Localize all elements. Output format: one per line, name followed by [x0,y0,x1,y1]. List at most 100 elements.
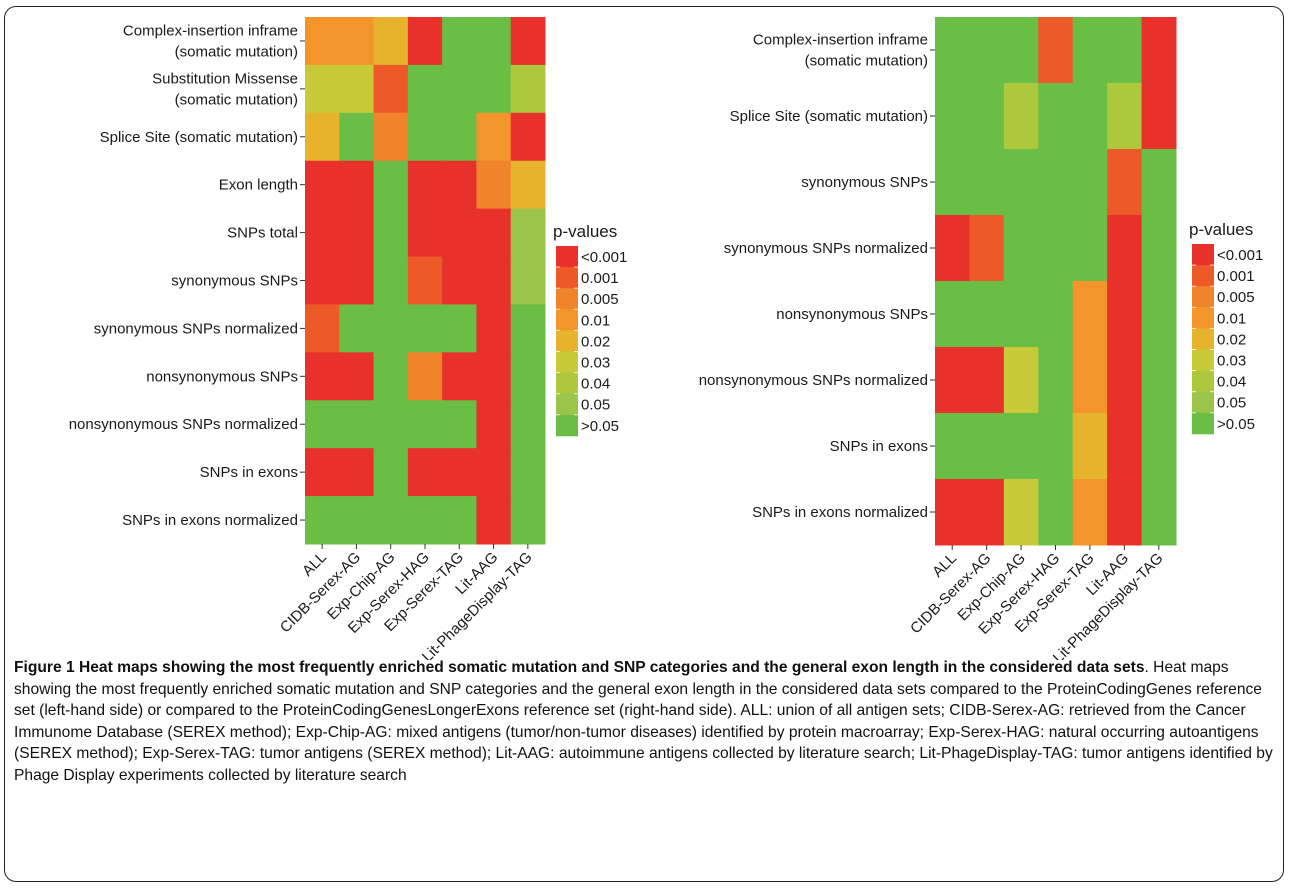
legend-label: 0.04 [1217,374,1246,391]
row-label: Splice Site (somatic mutation) [730,108,928,125]
heatmap-cell [407,64,443,114]
legend-swatch [556,393,578,416]
heatmap-cell [935,215,970,282]
heatmap-cell [442,64,477,114]
heatmap-cell [339,256,375,305]
heatmap-cell [1141,215,1177,282]
heatmap-2: Complex-insertion inframe (somatic mutati… [699,17,1263,660]
heatmap-cell [442,304,477,353]
heatmap-cell [1072,347,1108,414]
legend-label: 0.04 [581,376,610,393]
heatmap-cell [305,352,340,401]
heatmap-cell [442,256,477,305]
legend-label: 0.02 [1217,331,1246,348]
heatmap-cell [442,208,477,258]
heatmap-cell [1003,479,1039,546]
heatmap-cell [305,304,340,353]
legend-label: >0.05 [1217,416,1255,433]
legend-label: <0.001 [581,249,627,266]
heatmap-cell [442,496,477,545]
heatmap-cell [1107,83,1143,150]
heatmap-cell [305,400,340,449]
heatmap-cell [1107,413,1143,480]
heatmap-cell [373,208,409,258]
legend-label: 0.03 [1217,353,1246,370]
legend-swatch [1192,265,1214,287]
legend-swatch [556,246,578,268]
legend-swatch [556,309,578,331]
legend-label: 0.01 [1217,310,1246,327]
heatmap-cell [373,17,409,66]
heatmap-cell [935,83,970,150]
row-label: SNPs total [227,225,298,242]
heatmap-cell [1072,17,1108,84]
caption-text: . Heat maps showing the most frequently … [14,659,1273,784]
heatmap-cell [373,496,409,545]
legend-label: >0.05 [581,418,619,435]
legend-label: 0.05 [581,397,610,414]
heatmap-cell [969,215,1005,282]
heatmap-1: Complex-insertion inframe (somatic mutati… [69,17,627,660]
heatmap-cell [969,17,1005,84]
heatmap-cell [1072,149,1108,216]
heatmap-cell [1107,281,1143,348]
heatmap-cell [510,17,546,66]
heatmap-cell [442,448,477,497]
heatmap-cell [407,256,443,305]
heatmap-cell [339,112,375,162]
heatmap-cell [339,496,375,545]
heatmap-cell [1003,281,1039,348]
heatmap-cell [1038,347,1074,414]
heatmap-cell [1141,281,1177,348]
heatmap-cell [1141,479,1177,546]
heatmap-cell [305,448,340,497]
heatmap-cell [1038,281,1074,348]
heatmap-cell [407,448,443,497]
legend-swatch [1192,349,1214,371]
heatmap-cell [442,160,477,210]
heatmap-cell [407,304,443,353]
heatmap-cell [969,281,1005,348]
caption-title: Figure 1 Heat maps showing the most freq… [14,659,1145,676]
heatmap-cell [407,400,443,449]
heatmap-cell [305,64,340,114]
heatmap-cell [305,112,340,162]
heatmap-cell [407,208,443,258]
legend-swatch [556,330,578,352]
legend-swatch [556,288,578,310]
heatmap-cell [1038,17,1074,84]
legend-swatch [1192,286,1214,308]
heatmap-cell [969,413,1005,480]
heatmap-cell [339,17,375,66]
heatmap-cell [1003,347,1039,414]
heatmap-cell [510,400,546,449]
heatmap-cell [305,256,340,305]
heatmap-cell [305,208,340,258]
heatmap-cell [1107,215,1143,282]
heatmap-cell [373,400,409,449]
heatmap-cell [1141,413,1177,480]
row-label: nonsynonymous SNPs [776,306,928,323]
heatmap-cell [476,160,512,210]
row-label: synonymous SNPs normalized [724,240,928,257]
heatmap-cell [1072,83,1108,150]
heatmap-cell [476,448,512,497]
heatmap-cell [407,160,443,210]
heatmap-cell [305,17,340,66]
heatmap-cell [476,64,512,114]
heatmap-cell [407,112,443,162]
heatmap-cell [1072,479,1108,546]
heatmap-cell [935,413,970,480]
heatmap-cell [476,304,512,353]
heatmap-cell [373,352,409,401]
row-label: synonymous SNPs normalized [94,320,298,337]
heatmap-cell [1141,347,1177,414]
heatmap-cell [510,352,546,401]
heatmap-cell [442,400,477,449]
legend-label: 0.005 [581,291,619,308]
heatmap-cell [476,400,512,449]
legend-label: 0.02 [581,333,610,350]
heatmap-cell [339,64,375,114]
row-label: SNPs in exons normalized [122,512,298,529]
legend-swatch [1192,391,1214,414]
